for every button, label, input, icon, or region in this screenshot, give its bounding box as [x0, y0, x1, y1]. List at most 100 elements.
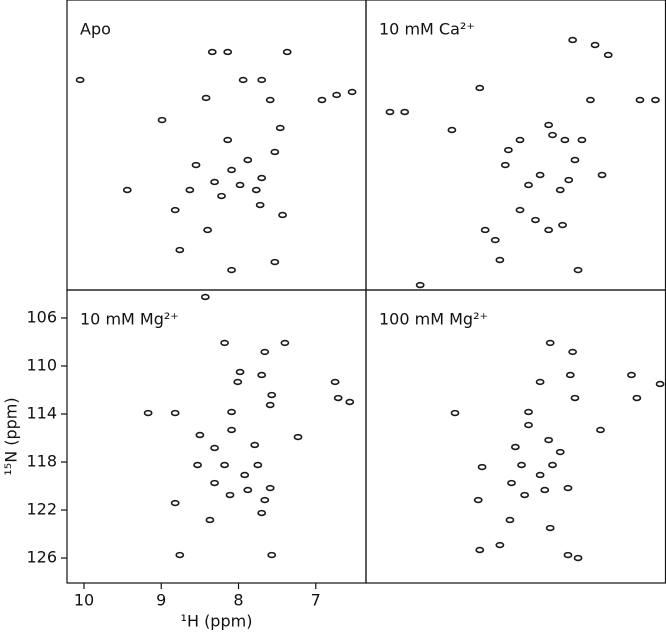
peak: [560, 136, 570, 144]
peak: [317, 96, 327, 104]
peak: [260, 348, 270, 356]
peak: [207, 48, 217, 56]
peak: [524, 421, 533, 429]
peak: [447, 126, 457, 134]
peak: [210, 479, 219, 487]
peak: [278, 211, 287, 219]
x-tick-label: 8: [233, 591, 243, 610]
peak: [235, 368, 245, 376]
y-tick-label: 110: [26, 355, 57, 374]
peak: [265, 484, 275, 492]
peak: [568, 348, 578, 356]
peak: [217, 192, 226, 200]
panel-frame: [66, 289, 367, 584]
peak: [565, 371, 575, 379]
peak: [473, 496, 483, 504]
peak: [227, 266, 236, 274]
peak: [415, 281, 425, 289]
peak: [175, 246, 185, 254]
peak: [255, 201, 265, 209]
peak: [170, 409, 180, 417]
peak: [535, 378, 545, 386]
x-tick-label: 10: [74, 591, 94, 610]
peak: [515, 206, 525, 214]
panel-frame: [365, 0, 666, 291]
peak: [200, 293, 210, 301]
peak: [563, 551, 573, 559]
peak: [475, 546, 485, 554]
peak: [544, 226, 554, 234]
y-tick-label: 126: [26, 548, 57, 567]
peak: [548, 461, 557, 469]
y-tick-label: 118: [26, 452, 57, 471]
panel-title: Apo: [80, 20, 111, 39]
peak: [495, 541, 505, 549]
peak: [201, 94, 211, 102]
peak: [175, 551, 185, 559]
panel-frame: [66, 0, 367, 291]
peak: [227, 408, 236, 416]
peak: [503, 146, 513, 154]
peak: [500, 161, 510, 169]
y-tick-label: 122: [26, 500, 57, 519]
peak: [210, 444, 219, 452]
peak: [243, 156, 253, 164]
peak: [517, 461, 526, 469]
peak: [205, 516, 215, 524]
peak: [495, 256, 505, 264]
peak: [267, 391, 277, 399]
peak: [651, 96, 660, 104]
peak: [270, 148, 280, 156]
peak: [122, 186, 132, 194]
peak: [385, 108, 395, 116]
peak: [210, 178, 219, 186]
peak: [143, 409, 153, 417]
peak: [564, 176, 574, 184]
peak: [75, 76, 85, 84]
peak: [520, 491, 530, 499]
peak: [203, 226, 213, 234]
peak: [225, 491, 235, 499]
peak: [191, 161, 201, 169]
peak: [251, 186, 261, 194]
peak: [524, 408, 533, 416]
peak: [535, 171, 545, 179]
panel-title: 10 mM Ca²⁺: [379, 20, 475, 39]
peak: [490, 236, 500, 244]
x-tick-label: 9: [156, 591, 166, 610]
peak: [400, 108, 410, 116]
peak: [545, 524, 555, 532]
peak: [233, 378, 243, 386]
peak: [545, 339, 555, 347]
peak: [515, 136, 525, 144]
peak: [507, 479, 516, 487]
x-axis-label: ¹H (ppm): [181, 612, 253, 631]
peak: [477, 463, 487, 471]
peak: [243, 486, 253, 494]
peak: [333, 394, 343, 402]
peak: [265, 96, 275, 104]
peak: [540, 486, 550, 494]
peak: [223, 136, 233, 144]
peak: [548, 131, 557, 139]
peak: [535, 471, 545, 479]
peak: [450, 409, 460, 417]
peak: [227, 166, 236, 174]
peak: [223, 48, 233, 56]
peak: [544, 121, 554, 129]
peak: [280, 339, 290, 347]
peak: [524, 181, 533, 189]
peak: [235, 181, 245, 189]
peak: [253, 461, 263, 469]
peak: [590, 41, 600, 49]
peak: [275, 124, 285, 132]
peak: [240, 471, 250, 479]
peak: [555, 448, 565, 456]
peak: [596, 426, 605, 434]
peak: [227, 426, 236, 434]
peak: [157, 116, 167, 124]
y-tick-label: 106: [26, 307, 57, 326]
peak: [573, 554, 583, 562]
peak: [332, 91, 342, 99]
peak: [555, 186, 565, 194]
